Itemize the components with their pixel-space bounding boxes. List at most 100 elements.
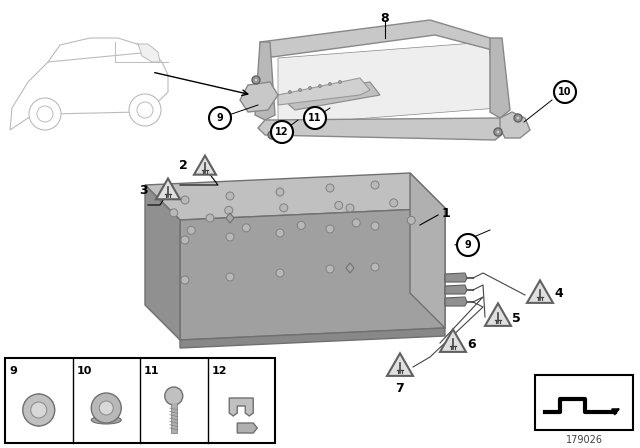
Polygon shape bbox=[226, 213, 234, 223]
Circle shape bbox=[23, 394, 55, 426]
Text: 11: 11 bbox=[308, 113, 322, 123]
Polygon shape bbox=[237, 423, 257, 433]
Circle shape bbox=[407, 216, 415, 224]
Circle shape bbox=[225, 207, 233, 214]
Circle shape bbox=[554, 81, 576, 103]
Circle shape bbox=[289, 90, 291, 94]
Circle shape bbox=[328, 82, 332, 86]
Polygon shape bbox=[145, 185, 180, 340]
Text: 2: 2 bbox=[179, 159, 188, 172]
Text: 4: 4 bbox=[554, 287, 563, 300]
Polygon shape bbox=[194, 155, 216, 175]
Polygon shape bbox=[25, 394, 52, 426]
Polygon shape bbox=[445, 273, 467, 282]
Circle shape bbox=[181, 196, 189, 204]
Text: 8: 8 bbox=[381, 12, 389, 25]
Polygon shape bbox=[180, 208, 445, 340]
Polygon shape bbox=[387, 353, 413, 376]
Circle shape bbox=[252, 76, 260, 84]
Circle shape bbox=[339, 81, 342, 83]
Polygon shape bbox=[445, 285, 467, 294]
Circle shape bbox=[181, 276, 189, 284]
Polygon shape bbox=[500, 112, 530, 138]
Circle shape bbox=[276, 269, 284, 277]
Circle shape bbox=[457, 234, 479, 256]
Polygon shape bbox=[180, 328, 445, 348]
Circle shape bbox=[371, 222, 379, 230]
Polygon shape bbox=[260, 20, 500, 58]
Text: 1: 1 bbox=[442, 207, 451, 220]
Polygon shape bbox=[156, 178, 180, 199]
Polygon shape bbox=[278, 82, 380, 110]
Circle shape bbox=[304, 107, 326, 129]
Circle shape bbox=[496, 130, 500, 134]
Circle shape bbox=[326, 225, 334, 233]
Circle shape bbox=[268, 131, 276, 139]
Polygon shape bbox=[440, 329, 466, 352]
Text: 9: 9 bbox=[216, 113, 223, 123]
Circle shape bbox=[335, 201, 343, 209]
Polygon shape bbox=[229, 398, 253, 416]
Polygon shape bbox=[48, 38, 152, 62]
Ellipse shape bbox=[92, 416, 121, 424]
Circle shape bbox=[37, 106, 53, 122]
Polygon shape bbox=[346, 263, 354, 273]
Text: 12: 12 bbox=[275, 127, 289, 137]
Polygon shape bbox=[490, 38, 510, 118]
Polygon shape bbox=[96, 396, 116, 420]
Text: 5: 5 bbox=[512, 311, 521, 324]
Circle shape bbox=[298, 89, 301, 91]
Circle shape bbox=[164, 387, 183, 405]
Circle shape bbox=[29, 98, 61, 130]
Polygon shape bbox=[258, 118, 505, 140]
Circle shape bbox=[206, 214, 214, 222]
Circle shape bbox=[31, 402, 47, 418]
Circle shape bbox=[170, 209, 178, 217]
Polygon shape bbox=[410, 173, 445, 328]
Circle shape bbox=[352, 219, 360, 227]
Circle shape bbox=[326, 265, 334, 273]
Polygon shape bbox=[145, 173, 445, 220]
Circle shape bbox=[209, 107, 231, 129]
Text: 12: 12 bbox=[211, 366, 227, 376]
Circle shape bbox=[390, 199, 397, 207]
Polygon shape bbox=[278, 42, 498, 125]
Text: 10: 10 bbox=[77, 366, 92, 376]
Circle shape bbox=[188, 226, 195, 234]
Circle shape bbox=[326, 184, 334, 192]
Circle shape bbox=[226, 233, 234, 241]
Text: 179026: 179026 bbox=[566, 435, 602, 445]
Circle shape bbox=[297, 221, 305, 229]
Text: 7: 7 bbox=[396, 382, 404, 395]
Polygon shape bbox=[278, 78, 370, 105]
Circle shape bbox=[516, 116, 520, 120]
Text: 6: 6 bbox=[467, 337, 476, 350]
Circle shape bbox=[271, 121, 293, 143]
Circle shape bbox=[137, 102, 153, 118]
Circle shape bbox=[308, 86, 312, 90]
Circle shape bbox=[226, 273, 234, 281]
Polygon shape bbox=[485, 303, 511, 326]
Circle shape bbox=[99, 401, 113, 415]
Circle shape bbox=[92, 393, 121, 423]
Circle shape bbox=[226, 192, 234, 200]
Circle shape bbox=[371, 263, 379, 271]
Polygon shape bbox=[527, 280, 553, 303]
Polygon shape bbox=[445, 297, 467, 306]
Circle shape bbox=[270, 133, 274, 137]
Circle shape bbox=[276, 188, 284, 196]
Polygon shape bbox=[255, 42, 275, 120]
Circle shape bbox=[346, 204, 354, 212]
Circle shape bbox=[514, 114, 522, 122]
Bar bbox=[5, 358, 275, 443]
Polygon shape bbox=[240, 82, 278, 112]
Circle shape bbox=[129, 94, 161, 126]
Circle shape bbox=[32, 403, 45, 417]
Circle shape bbox=[280, 204, 288, 212]
Text: 11: 11 bbox=[144, 366, 159, 376]
Circle shape bbox=[276, 229, 284, 237]
Polygon shape bbox=[138, 44, 160, 62]
Circle shape bbox=[254, 78, 258, 82]
Circle shape bbox=[181, 236, 189, 244]
Bar bbox=[535, 375, 633, 430]
